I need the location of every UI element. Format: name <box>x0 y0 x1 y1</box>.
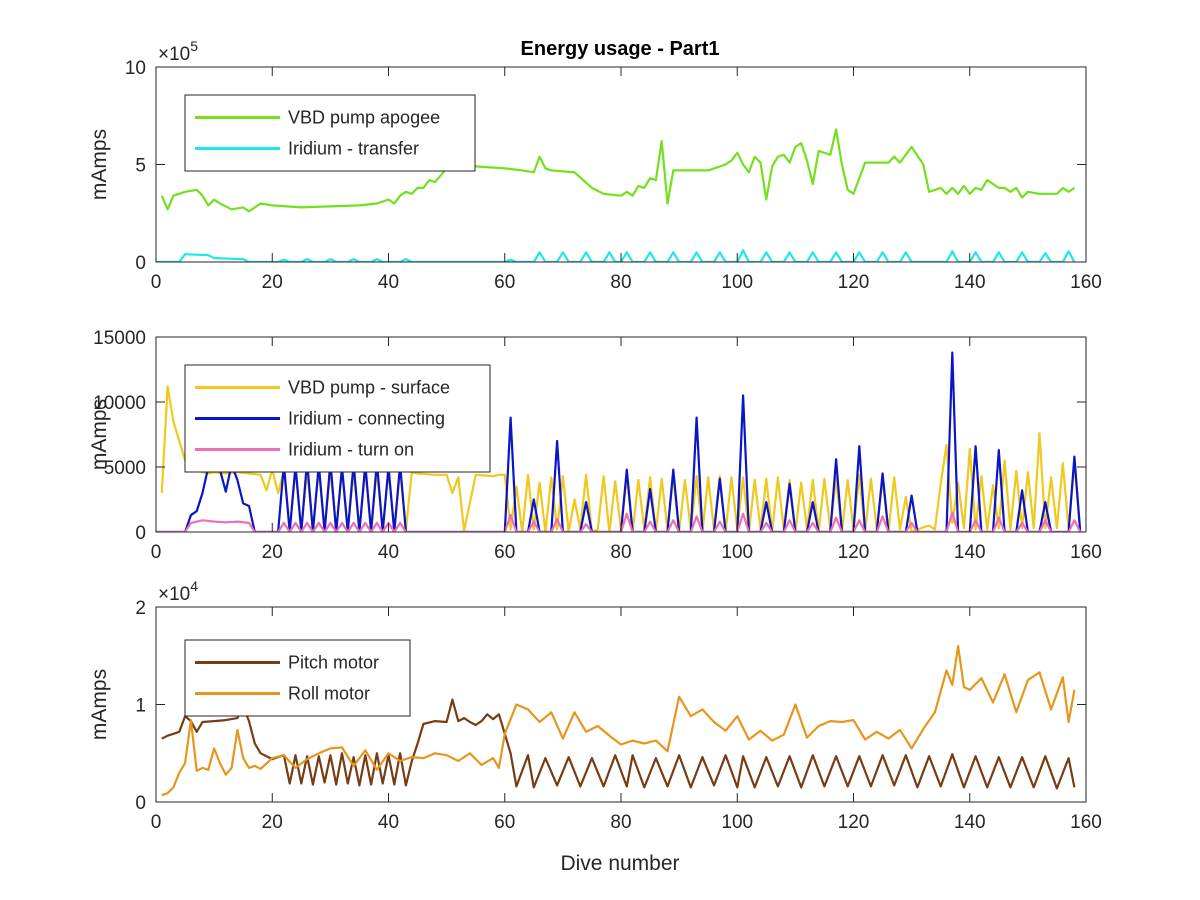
legend-label-1: VBD pump - surface <box>288 378 450 398</box>
legend-label-1: Pitch motor <box>288 653 379 673</box>
x-tick-label: 0 <box>151 542 162 563</box>
x-tick-label: 20 <box>262 542 283 563</box>
legend-box <box>184 94 476 172</box>
series-line-2 <box>156 351 1082 532</box>
series-line-2 <box>161 644 1076 797</box>
x-tick-label: 140 <box>954 542 986 563</box>
x-tick-label: 140 <box>954 272 986 293</box>
series-line-1 <box>160 128 1076 213</box>
x-tick-label: 20 <box>262 812 283 833</box>
legend-label-3: Iridium - turn on <box>288 440 414 460</box>
y-tick-label: 5 <box>135 156 146 177</box>
y-tick-label: 5000 <box>104 458 146 479</box>
y-tick-label: 10000 <box>93 393 146 414</box>
x-tick-label: 80 <box>610 542 631 563</box>
y-axis-label: mAmps <box>88 669 111 740</box>
x-tick-label: 80 <box>610 272 631 293</box>
y-tick-label: 2 <box>135 598 146 619</box>
y-axis-label: mAmps <box>88 399 111 470</box>
y-tick-label: 0 <box>135 253 146 274</box>
y-tick-label: 1 <box>135 696 146 717</box>
x-tick-label: 160 <box>1070 272 1102 293</box>
y-tick-label: 0 <box>135 793 146 814</box>
series-line-2 <box>156 249 1076 262</box>
subplot-2: 0 20 40 60 80 100 120 140 160 0 5000 10000 15000 mAmp… <box>88 328 1102 563</box>
x-tick-label: 60 <box>494 812 515 833</box>
x-tick-label: 0 <box>151 272 162 293</box>
y-tick-label: 10 <box>125 58 146 79</box>
legend-label-2: Iridium - connecting <box>288 409 445 429</box>
y-tick-label: 0 <box>135 523 146 544</box>
legend: Pitch motor Roll motor <box>184 639 411 717</box>
legend: VBD pump - surface Iridium - connecting Ir… <box>184 364 491 473</box>
x-tick-label: 120 <box>838 272 870 293</box>
x-tick-label: 120 <box>838 542 870 563</box>
legend-label-2: Roll motor <box>288 684 370 704</box>
x-tick-label: 140 <box>954 812 986 833</box>
y-exponent-power: 5 <box>190 38 198 54</box>
x-tick-label: 80 <box>610 812 631 833</box>
y-axis-label: mAmps <box>88 129 111 200</box>
x-tick-label: 60 <box>494 542 515 563</box>
x-tick-label: 160 <box>1070 812 1102 833</box>
y-exponent-power: 4 <box>190 578 198 594</box>
x-tick-label: 100 <box>721 542 753 563</box>
legend: VBD pump apogee Iridium - transfer <box>184 94 476 172</box>
x-tick-label: 120 <box>838 812 870 833</box>
x-tick-label: 160 <box>1070 542 1102 563</box>
x-tick-label: 40 <box>378 542 399 563</box>
x-tick-label: 40 <box>378 812 399 833</box>
x-tick-label: 40 <box>378 272 399 293</box>
figure-title: Energy usage - Part1 <box>521 38 720 60</box>
legend-box <box>184 639 411 717</box>
x-axis-label: Dive number <box>560 852 679 875</box>
x-tick-label: 100 <box>721 272 753 293</box>
legend-label-1: VBD pump apogee <box>288 108 440 128</box>
series-line-3 <box>156 511 1082 532</box>
x-tick-label: 0 <box>151 812 162 833</box>
x-tick-label: 20 <box>262 272 283 293</box>
y-tick-label: 15000 <box>93 328 146 349</box>
legend-label-2: Iridium - transfer <box>288 139 419 159</box>
x-tick-label: 100 <box>721 812 753 833</box>
x-tick-label: 60 <box>494 272 515 293</box>
